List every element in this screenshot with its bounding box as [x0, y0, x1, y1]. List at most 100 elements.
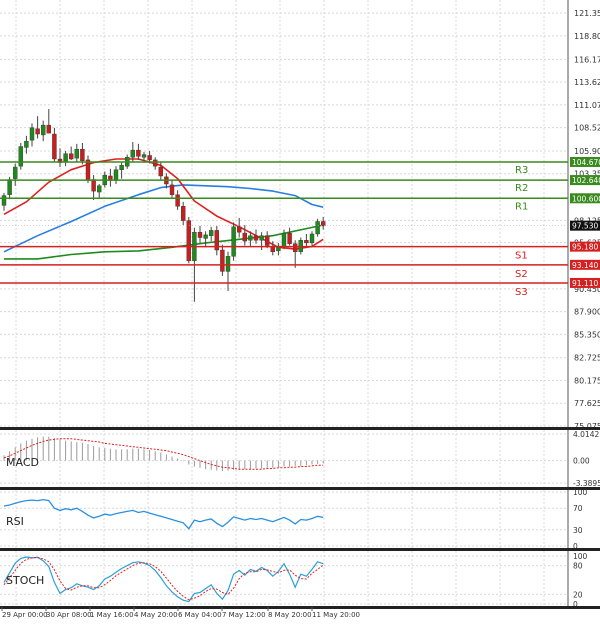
candle	[52, 127, 57, 162]
candle	[220, 244, 225, 276]
level-price-label: 102.640	[572, 176, 600, 185]
candle	[80, 142, 85, 165]
macd-signal-line	[3, 438, 324, 470]
level-price-box	[570, 241, 600, 252]
level-price-label: 95.180	[572, 243, 598, 252]
candle-body	[119, 165, 124, 170]
candle	[293, 240, 298, 268]
level-name-s2: S2	[515, 269, 528, 280]
candle-body	[169, 184, 175, 195]
candle-body	[197, 231, 203, 238]
candle-body	[18, 146, 23, 167]
candle	[41, 120, 46, 142]
macd-separator	[0, 487, 600, 490]
candle-body	[7, 179, 12, 195]
y-tick-label: 85.350	[574, 330, 600, 339]
stoch-y-tick-label: 20	[573, 590, 583, 599]
candle	[321, 217, 326, 230]
stoch-title: STOCH	[6, 574, 44, 587]
macd-y-tick-label: -3.3895	[573, 479, 600, 488]
candle-body	[259, 235, 264, 241]
candle	[1, 192, 7, 211]
level-name-s3: S3	[515, 287, 528, 298]
candle-body	[309, 233, 315, 244]
candle	[248, 231, 253, 247]
rsi-plot-area	[0, 490, 568, 548]
candle	[225, 251, 231, 292]
candle	[197, 225, 203, 243]
candle-body	[158, 166, 164, 177]
y-tick-label: 116.175	[574, 55, 600, 64]
candle-body	[46, 124, 51, 134]
y-tick-label: 103.350	[574, 170, 600, 179]
rsi-y-tick-label: 30	[573, 526, 583, 535]
rsi-y-tick-label: 0	[573, 542, 578, 551]
candle-body	[214, 230, 220, 251]
candle-body	[152, 159, 158, 167]
candle-body	[180, 206, 186, 221]
level-price-box	[570, 259, 600, 270]
level-price-box	[570, 193, 600, 204]
level-price-label: 104.670	[572, 158, 600, 167]
candle-body	[248, 235, 253, 241]
candle	[46, 109, 51, 134]
candle-body	[147, 155, 152, 161]
candle-body	[253, 235, 259, 241]
candle	[214, 225, 220, 256]
candle-body	[136, 149, 141, 157]
x-tick-label: 4 May 20:00	[134, 611, 178, 619]
candle-body	[74, 149, 80, 159]
candle	[304, 233, 309, 247]
level-name-r3: R3	[515, 165, 528, 176]
stoch-y-tick-label: 0	[573, 600, 578, 609]
candle-body	[265, 235, 270, 246]
candle	[186, 217, 192, 264]
level-price-box	[570, 156, 600, 167]
x-tick-label: 1 May 16:00	[90, 611, 134, 619]
candle-body	[281, 232, 287, 247]
candle	[265, 231, 270, 249]
candle-body	[141, 154, 147, 158]
x-tick-label: 6 May 04:00	[178, 611, 222, 619]
candle	[119, 162, 124, 179]
candle	[287, 227, 292, 246]
candle	[180, 201, 186, 226]
stoch-separator	[0, 606, 600, 609]
candle-body	[231, 226, 236, 257]
y-tick-label: 118.800	[574, 32, 600, 41]
candle	[74, 143, 80, 163]
y-tick-label: 87.900	[574, 308, 600, 317]
candle	[24, 135, 29, 154]
candle-body	[85, 159, 91, 181]
stoch-k-line	[3, 556, 324, 603]
candle-body	[315, 221, 320, 235]
candle-body	[175, 194, 180, 207]
candle	[29, 123, 35, 147]
macd-title: MACD	[6, 456, 39, 469]
candle-body	[225, 256, 231, 272]
candle-body	[287, 232, 292, 244]
candle	[315, 218, 320, 237]
rsi-y-tick-label: 100	[573, 488, 588, 497]
candle-body	[29, 127, 35, 141]
x-tick-label: 11 May 20:00	[312, 611, 360, 619]
x-tick-label: 8 May 20:00	[268, 611, 312, 619]
rsi-line	[3, 498, 324, 530]
candle	[96, 184, 102, 199]
y-tick-label: 75.075	[574, 422, 600, 431]
candle	[152, 157, 158, 170]
candle-body	[41, 124, 46, 136]
candle-body	[68, 153, 74, 160]
candle-body	[63, 153, 68, 162]
x-tick-label: 30 Apr 08:00	[46, 611, 92, 619]
candle	[231, 222, 236, 261]
candle-body	[1, 195, 7, 206]
candle-body	[80, 149, 85, 162]
candle-body	[52, 133, 57, 160]
last-price-label: 97.530	[572, 222, 598, 231]
y-tick-label: 77.625	[574, 399, 600, 408]
last-price-box	[570, 220, 600, 231]
y-tick-label: 90.450	[574, 285, 600, 294]
level-name-s1: S1	[515, 251, 528, 262]
